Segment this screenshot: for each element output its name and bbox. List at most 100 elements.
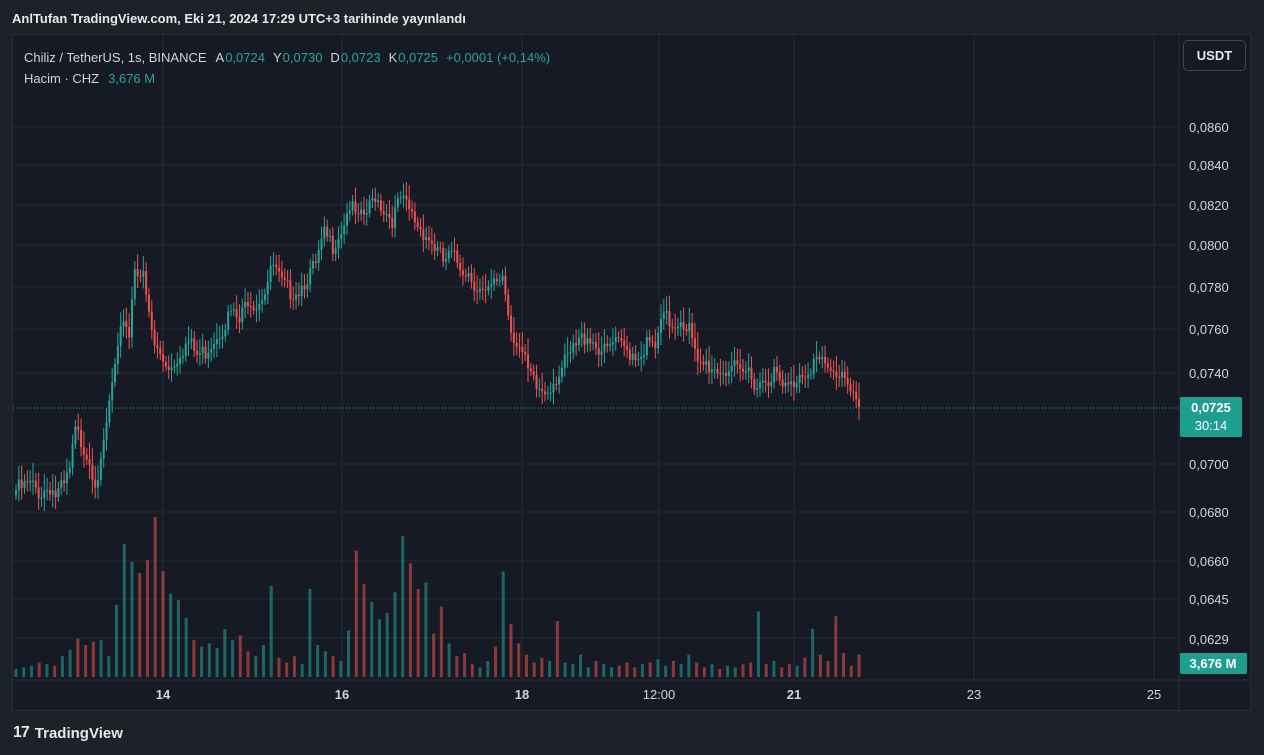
candle-body xyxy=(68,467,71,473)
tradingview-logo[interactable]: 17 TradingView xyxy=(13,724,123,742)
candle-body xyxy=(241,307,244,323)
candle-body xyxy=(422,229,425,240)
candle-body xyxy=(708,360,711,373)
symbol-title[interactable]: Chiliz / TetherUS, 1s, BINANCE xyxy=(24,50,207,65)
candle-body xyxy=(546,392,549,395)
candle-body xyxy=(764,380,767,383)
candle-body xyxy=(119,326,122,346)
volume-bar xyxy=(610,667,614,677)
candle-body xyxy=(699,361,702,363)
candle-body xyxy=(685,329,688,332)
volume-bar xyxy=(463,653,467,677)
publish-header: AnlTufan TradingView.com, Eki 21, 2024 1… xyxy=(12,11,466,26)
time-tick-label: 21 xyxy=(787,687,801,702)
volume-bar xyxy=(555,621,559,677)
candle-body xyxy=(792,381,795,388)
volume-bar xyxy=(292,656,296,677)
candle-body xyxy=(430,240,433,244)
candle-body xyxy=(484,289,487,291)
candle-body xyxy=(659,319,662,333)
candle-body xyxy=(26,481,29,483)
candle-body xyxy=(150,311,153,330)
high-value: 0,0730 xyxy=(282,50,323,65)
volume-bar xyxy=(223,629,227,677)
candle-body xyxy=(173,366,176,368)
candle-body xyxy=(142,271,145,277)
candle-body xyxy=(583,333,586,345)
price-tick-label: 0,0840 xyxy=(1189,158,1229,173)
candle-body xyxy=(181,356,184,358)
candle-body xyxy=(577,337,580,346)
candle-body xyxy=(787,382,790,385)
close-value: 0,0725 xyxy=(398,50,439,65)
price-badge: 0,0725 30:14 xyxy=(1180,397,1242,437)
volume-bar xyxy=(416,589,420,677)
price-badge-bg xyxy=(1180,397,1242,437)
volume-bar xyxy=(377,619,381,677)
candle-body xyxy=(705,360,708,365)
candle-body xyxy=(651,341,654,343)
time-tick-label: 25 xyxy=(1147,687,1161,702)
candle-body xyxy=(643,355,646,357)
candle-body xyxy=(727,371,730,377)
time-axis[interactable]: 14 16 18 12:00 21 23 25 xyxy=(156,687,1161,702)
candle-body xyxy=(676,326,679,329)
candle-body xyxy=(130,299,133,338)
candle-body xyxy=(419,227,422,230)
candle-body xyxy=(258,303,261,310)
candle-body xyxy=(824,357,827,364)
currency-button[interactable]: USDT xyxy=(1183,40,1246,71)
candle-body xyxy=(210,348,213,353)
volume-bar xyxy=(811,629,815,677)
candle-body xyxy=(444,258,447,262)
volume-bar xyxy=(285,662,289,677)
chart-panel[interactable]: 0,0860 0,0840 0,0820 0,0800 0,0780 0,076… xyxy=(12,34,1252,712)
volume-bar xyxy=(586,667,590,677)
candle-body xyxy=(603,343,606,352)
volume-bar xyxy=(439,606,443,677)
candle-body xyxy=(773,366,776,383)
candle-body xyxy=(527,354,530,369)
price-tick-label: 0,0700 xyxy=(1189,457,1229,472)
candle-body xyxy=(657,332,660,349)
candle-body xyxy=(278,267,281,272)
volume-bar xyxy=(184,617,188,677)
volume-bar xyxy=(269,585,273,677)
volume-bar xyxy=(710,664,714,677)
candle-body xyxy=(261,300,264,304)
volume-bar xyxy=(362,584,366,677)
candle-body xyxy=(97,479,100,488)
candle-body xyxy=(71,443,74,468)
candlestick-chart[interactable]: 0,0860 0,0840 0,0820 0,0800 0,0780 0,076… xyxy=(13,35,1252,712)
candle-body xyxy=(34,480,37,488)
candle-body xyxy=(411,209,414,212)
volume-label[interactable]: Hacim · CHZ xyxy=(24,71,100,86)
candle-body xyxy=(609,344,612,347)
candle-body xyxy=(722,373,725,375)
candle-body xyxy=(725,373,728,377)
volume-bar xyxy=(261,645,265,677)
candle-body xyxy=(337,238,340,249)
candle-body xyxy=(266,282,269,295)
candle-body xyxy=(467,273,470,277)
candle-body xyxy=(187,341,190,344)
volume-bar xyxy=(207,643,211,677)
candle-body xyxy=(852,391,855,393)
price-tick-label: 0,0660 xyxy=(1189,554,1229,569)
volume-bar xyxy=(695,662,699,677)
candle-body xyxy=(314,261,317,263)
candle-body xyxy=(781,379,784,387)
candle-body xyxy=(329,235,332,237)
candle-body xyxy=(29,480,32,483)
candle-body xyxy=(227,311,230,330)
candle-body xyxy=(535,375,538,389)
candle-body xyxy=(756,388,759,390)
price-axis[interactable]: 0,0860 0,0840 0,0820 0,0800 0,0780 0,076… xyxy=(1189,120,1229,647)
candle-body xyxy=(147,294,150,312)
volume-bar xyxy=(424,582,428,677)
candle-body xyxy=(94,479,97,488)
candle-body xyxy=(340,233,343,239)
candle-body xyxy=(620,337,623,341)
volume-bar xyxy=(308,589,312,677)
candle-body xyxy=(594,342,597,348)
